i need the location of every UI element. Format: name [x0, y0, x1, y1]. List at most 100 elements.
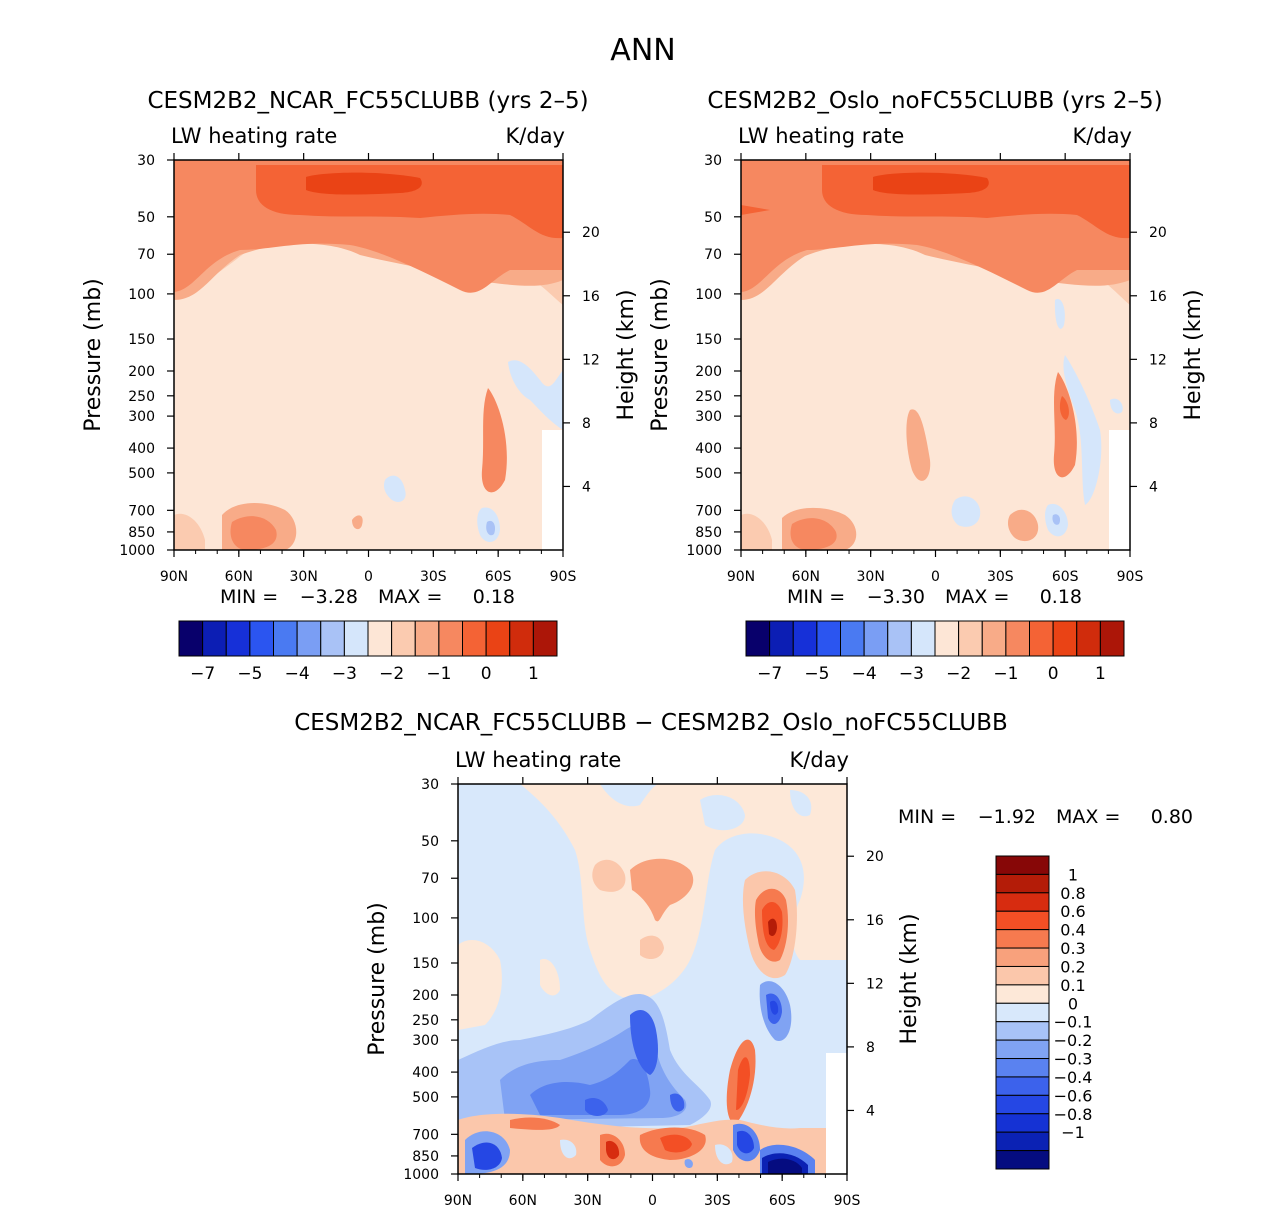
colorbar-swatch: [1099, 620, 1125, 657]
y-tick-label: 300: [695, 409, 722, 425]
colorbar-swatch: [995, 855, 1050, 875]
field-level-d0-surface: [768, 1158, 802, 1174]
panel-ncar: CESM2B2_NCAR_FC55CLUBB (yrs 2–5) LW heat…: [81, 88, 639, 684]
y-tick-label: 150: [695, 332, 722, 348]
y-tick-label: 200: [412, 988, 439, 1004]
field-level-d11-a: [630, 858, 694, 922]
field-level-d8-pocket: [700, 795, 745, 831]
colorbar-swatch: [995, 929, 1050, 949]
colorbar-swatch: [296, 620, 322, 657]
field-level-b6: [1052, 514, 1061, 525]
colorbar-label: −0.3: [1054, 1050, 1093, 1069]
colorbar-swatch: [863, 620, 889, 657]
field-level-d12-c: [510, 1117, 560, 1130]
panel-oslo-min-value: −3.30: [867, 586, 925, 608]
colorbar-swatch: [995, 947, 1050, 967]
panel-diff-left-label: LW heating rate: [455, 748, 621, 772]
colorbar-swatch: [792, 620, 818, 657]
colorbar-swatch: [367, 620, 393, 657]
colorbar-label: 0.8: [1060, 884, 1085, 903]
y-tick-label: 250: [695, 389, 722, 405]
panel-oslo-y2label: Height (km): [1181, 289, 1206, 420]
y2-tick-label: 4: [582, 479, 591, 495]
colorbar-swatch: [995, 984, 1050, 1004]
field-level-r4-tongue: [741, 205, 770, 215]
y-tick-label: 50: [137, 210, 155, 226]
colorbar-label: −2: [379, 664, 404, 684]
field-level-d6-dot: [684, 1159, 693, 1169]
field-level-r0-zone: [904, 317, 968, 381]
panel-oslo: CESM2B2_Oslo_noFC55CLUBB (yrs 2–5) LW he…: [648, 88, 1206, 684]
y2-tick-label: 12: [582, 352, 600, 368]
field-level-r1-surface: [741, 513, 772, 550]
field-level-d3-right-low: [737, 1130, 754, 1154]
y2-tick-label: 4: [1149, 479, 1158, 495]
colorbar-swatch: [995, 1002, 1050, 1023]
colorbar-label: −3: [899, 664, 924, 684]
x-tick-label: 90N: [160, 569, 188, 585]
colorbar-label: 1: [1095, 664, 1106, 684]
colorbar-swatch: [1076, 620, 1101, 657]
colorbar-swatch: [1005, 620, 1030, 657]
colorbar-swatch: [958, 620, 983, 657]
panel-oslo-title: CESM2B2_Oslo_noFC55CLUBB (yrs 2–5): [707, 88, 1162, 114]
colorbar-swatch: [910, 620, 936, 657]
panel-diff-axes: 90N 60N 30N 0 30S 60S 90S 30 50 70 100 150 200 250 300…: [403, 777, 884, 1209]
panel-diff-ylabel: Pressure (mb): [365, 902, 390, 1056]
x-tick-label: 30N: [290, 569, 318, 585]
panel-diff-min-value: −1.92: [978, 806, 1036, 828]
panel-diff-title: CESM2B2_NCAR_FC55CLUBB − CESM2B2_Oslo_no…: [294, 710, 1008, 736]
colorbar-swatch: [995, 1076, 1050, 1096]
panel-oslo-max-label: MAX =: [945, 586, 1009, 608]
colorbar-swatch: [995, 1039, 1050, 1060]
panel-oslo-min-label: MIN =: [787, 586, 845, 608]
field-level-d9-left: [458, 940, 502, 1030]
colorbar-label: −1: [426, 664, 451, 684]
panel-oslo-left-label: LW heating rate: [738, 124, 904, 148]
colorbar-label: 0.1: [1060, 976, 1085, 995]
panel-ncar-axes: 90N 60N 30N 0 30S 60S 90S 30 50 70 100 150 200 250 300…: [119, 153, 600, 585]
y-tick-label: 300: [412, 1033, 439, 1049]
y2-tick-label: 20: [1149, 225, 1167, 241]
colorbar-swatch: [887, 620, 912, 657]
field-level-d4-c: [670, 1093, 685, 1112]
colorbar-swatch: [1029, 620, 1054, 657]
y2-tick-label: 16: [866, 913, 884, 929]
field-level-r3-near-surface: [790, 518, 837, 550]
y-tick-label: 850: [695, 525, 722, 541]
panel-diff-max-label: MAX =: [1056, 806, 1120, 828]
field-level-r3-ridge: [481, 388, 507, 493]
y-tick-label: 50: [704, 210, 722, 226]
colorbar-swatch: [320, 620, 345, 657]
colorbar-swatch: [745, 620, 771, 657]
colorbar-swatch: [343, 620, 369, 657]
field-level-r0-edge: [450, 470, 539, 550]
x-tick-label: 30N: [574, 1193, 602, 1209]
y2-tick-label: 8: [866, 1040, 875, 1056]
y-tick-label: 70: [137, 247, 155, 263]
colorbar-label: −4: [852, 664, 877, 684]
field-level-r0-low: [778, 473, 911, 520]
x-tick-label: 30S: [704, 1193, 731, 1209]
missing-data-mask: [1109, 430, 1130, 550]
colorbar-label: −0.6: [1054, 1086, 1093, 1105]
missing-data-mask: [826, 1053, 847, 1174]
x-tick-label: 30S: [420, 569, 447, 585]
field-level-d8-low: [560, 1139, 577, 1159]
y-tick-label: 200: [128, 364, 155, 380]
colorbar-label: −7: [757, 664, 782, 684]
x-tick-label: 0: [364, 569, 373, 585]
colorbar-label: 0.4: [1060, 921, 1085, 940]
y2-tick-label: 8: [582, 416, 591, 432]
x-tick-label: 60N: [792, 569, 820, 585]
colorbar-label: 0: [1048, 664, 1059, 684]
x-tick-label: 90S: [550, 569, 577, 585]
panel-diff-units: K/day: [790, 748, 849, 772]
y-tick-label: 850: [128, 525, 155, 541]
y-tick-label: 150: [128, 332, 155, 348]
field-level-d10-b: [640, 935, 664, 960]
x-tick-label: 30S: [987, 569, 1014, 585]
x-tick-label: 60S: [1052, 569, 1079, 585]
colorbar-swatch: [995, 1150, 1050, 1170]
y-tick-label: 500: [128, 466, 155, 482]
